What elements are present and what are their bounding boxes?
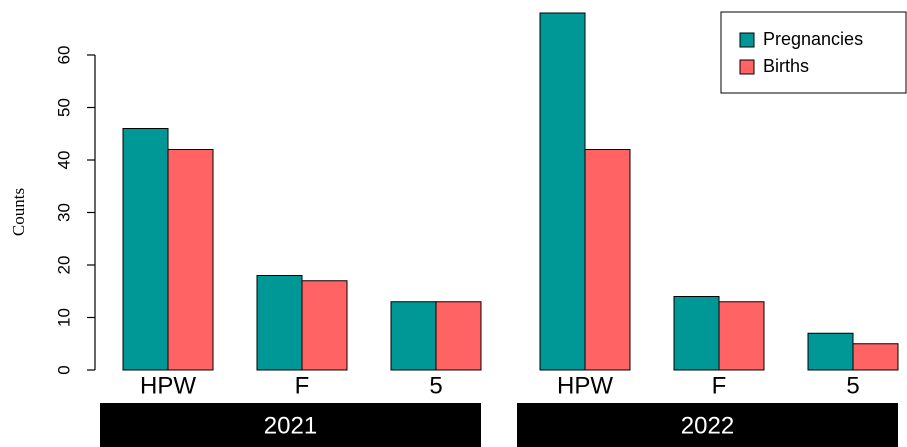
y-axis-label: Counts bbox=[9, 188, 28, 236]
x-tick-label: F bbox=[712, 372, 727, 399]
group-label: 2021 bbox=[264, 412, 317, 439]
group-strip bbox=[517, 403, 898, 447]
bar bbox=[256, 275, 303, 371]
bar bbox=[122, 128, 169, 371]
legend-box bbox=[720, 11, 907, 94]
legend-swatch bbox=[739, 59, 755, 75]
legend-label: Pregnancies bbox=[763, 29, 863, 49]
x-tick-label: HPW bbox=[557, 372, 613, 399]
bar bbox=[718, 301, 765, 371]
bar bbox=[807, 332, 854, 371]
y-tick-label: 40 bbox=[54, 151, 73, 170]
bar bbox=[539, 12, 586, 371]
bar bbox=[167, 149, 214, 371]
group-strip bbox=[100, 403, 481, 447]
legend-label: Births bbox=[763, 56, 809, 76]
y-tick-label: 20 bbox=[54, 256, 73, 275]
legend-swatch bbox=[739, 32, 755, 48]
y-tick-label: 30 bbox=[54, 203, 73, 222]
y-tick-label: 10 bbox=[54, 308, 73, 327]
bar bbox=[852, 343, 899, 371]
bar bbox=[584, 149, 631, 371]
x-tick-label: F bbox=[295, 372, 310, 399]
x-tick-label: 5 bbox=[846, 372, 859, 399]
x-tick-label: 5 bbox=[429, 372, 442, 399]
y-tick-label: 0 bbox=[54, 365, 73, 374]
bar bbox=[435, 301, 482, 371]
bar bbox=[673, 296, 720, 371]
x-tick-label: HPW bbox=[140, 372, 196, 399]
group-label: 2022 bbox=[681, 412, 734, 439]
bar bbox=[301, 280, 348, 371]
bar bbox=[390, 301, 437, 371]
y-tick-label: 60 bbox=[54, 46, 73, 65]
y-tick-label: 50 bbox=[54, 98, 73, 117]
